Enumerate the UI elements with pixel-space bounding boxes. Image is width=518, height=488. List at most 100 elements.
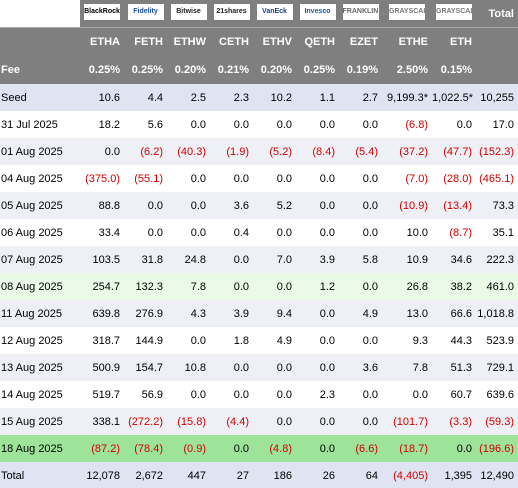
ticker: ETHW <box>167 27 210 56</box>
cell: 1.2 <box>296 273 339 300</box>
cell: 0.0 <box>124 219 167 246</box>
row-label: 15 Aug 2025 <box>0 408 80 435</box>
cell: 0.0 <box>253 273 296 300</box>
cell: 35.1 <box>476 219 518 246</box>
row: Total 12,078 2,672 447 27 186 26 64 (4,405) 1,395… <box>0 462 518 488</box>
logo: FRANKLIN TEMPLETON <box>342 4 379 20</box>
cell: 4.3 <box>167 300 210 327</box>
cell: 7.8 <box>382 354 432 381</box>
row-label: 04 Aug 2025 <box>0 165 80 192</box>
row: 18 Aug 2025 (87.2) (78.4) (0.9) 0.0 (4.8) 0.0(… <box>0 435 518 462</box>
cell: 34.6 <box>432 246 476 273</box>
cell: 17.0 <box>476 111 518 138</box>
row: 04 Aug 2025 (375.0) (55.1) 0.0 0.0 0.0 0.0 0.0(… <box>0 165 518 192</box>
cell: 0.0 <box>210 246 253 273</box>
logo-cell: GRAYSCALE <box>382 0 432 28</box>
cell: 60.7 <box>432 381 476 408</box>
cell: 3.6 <box>210 192 253 219</box>
cell: 0.4 <box>210 219 253 246</box>
logo-cell: GRAYSCALE <box>432 0 476 28</box>
ticker: CETH <box>210 27 253 56</box>
cell: 0.0 <box>167 327 210 354</box>
cell: 103.5 <box>80 246 124 273</box>
logo-cell: Invesco <box>296 0 339 28</box>
cell: 0.0 <box>296 219 339 246</box>
cell: 222.3 <box>476 246 518 273</box>
cell: 18.2 <box>80 111 124 138</box>
cell: 10,255 <box>476 84 518 111</box>
cell: 0.0 <box>339 273 382 300</box>
cell: (78.4) <box>124 435 167 462</box>
cell: (1.9) <box>210 138 253 165</box>
row: 07 Aug 2025 103.5 31.8 24.8 0.0 7.0 3.9 5.8 10.9… <box>0 246 518 273</box>
fee: 0.20% <box>253 56 296 84</box>
row-label: Total <box>0 462 80 488</box>
cell: (87.2) <box>80 435 124 462</box>
cell: 0.0 <box>167 192 210 219</box>
ticker: ETHV <box>253 27 296 56</box>
cell: 0.0 <box>80 138 124 165</box>
cell: (375.0) <box>80 165 124 192</box>
cell: 5.2 <box>253 192 296 219</box>
logo: Fidelity <box>127 4 164 20</box>
cell: (13.4) <box>432 192 476 219</box>
cell: 10.0 <box>382 219 432 246</box>
fee-label: Fee <box>0 56 80 84</box>
cell: 10.6 <box>80 84 124 111</box>
cell: 7.8 <box>167 273 210 300</box>
cell: 7.0 <box>253 246 296 273</box>
cell: 0.0 <box>432 111 476 138</box>
total-header: Total <box>476 0 518 28</box>
logo: VanEck <box>256 4 293 20</box>
cell: 0.0 <box>253 408 296 435</box>
cell: (7.0) <box>382 165 432 192</box>
cell: 4.9 <box>339 300 382 327</box>
fee: 0.25% <box>80 56 124 84</box>
cell: 2.5 <box>167 84 210 111</box>
cell: 0.0 <box>339 219 382 246</box>
cell: 0.0 <box>210 435 253 462</box>
cell: (5.2) <box>253 138 296 165</box>
cell: 0.0 <box>296 300 339 327</box>
cell: 31.8 <box>124 246 167 273</box>
cell: (55.1) <box>124 165 167 192</box>
row: 08 Aug 2025 254.7 132.3 7.8 0.0 0.0 1.2 0.0 26.8… <box>0 273 518 300</box>
cell: 1,018.8 <box>476 300 518 327</box>
ticker: EZET <box>339 27 382 56</box>
logo: GRAYSCALE <box>436 4 472 20</box>
row-label: 12 Aug 2025 <box>0 327 80 354</box>
cell: 10.2 <box>253 84 296 111</box>
body: Seed 10.6 4.4 2.5 2.3 10.2 1.1 2.7 9,199.3* 1,022… <box>0 84 518 462</box>
ticker-row: ETHA FETH ETHW CETH ETHV QETH EZET ETHE ETH <box>0 27 518 56</box>
row: 05 Aug 2025 88.8 0.0 0.0 3.6 5.2 0.0 0.0 (10.9)(… <box>0 192 518 219</box>
cell: 66.6 <box>432 300 476 327</box>
row: Seed 10.6 4.4 2.5 2.3 10.2 1.1 2.7 9,199.3* 1,022… <box>0 84 518 111</box>
cell: 56.9 <box>124 381 167 408</box>
cell: (59.3) <box>476 408 518 435</box>
cell: 0.0 <box>210 381 253 408</box>
cell: 4.9 <box>253 327 296 354</box>
cell: 523.9 <box>476 327 518 354</box>
cell: (465.1) <box>476 165 518 192</box>
logo-cell: Bitwise <box>167 0 210 28</box>
cell: 1.1 <box>296 84 339 111</box>
ticker: ETHE <box>382 27 432 56</box>
cell: 0.0 <box>253 381 296 408</box>
fee: 0.19% <box>339 56 382 84</box>
fee: 0.25% <box>124 56 167 84</box>
cell: 9.3 <box>382 327 432 354</box>
cell: 0.0 <box>339 381 382 408</box>
logo-cell: VanEck <box>253 0 296 28</box>
cell: 12,078 <box>80 462 124 488</box>
cell: 3.6 <box>339 354 382 381</box>
row-label: 13 Aug 2025 <box>0 354 80 381</box>
cell: 2,672 <box>124 462 167 488</box>
cell: 1,395 <box>432 462 476 488</box>
cell: (0.9) <box>167 435 210 462</box>
cell: (3.3) <box>432 408 476 435</box>
cell: 0.0 <box>339 165 382 192</box>
row-label: 11 Aug 2025 <box>0 300 80 327</box>
cell: 24.8 <box>167 246 210 273</box>
cell: (6.8) <box>382 111 432 138</box>
